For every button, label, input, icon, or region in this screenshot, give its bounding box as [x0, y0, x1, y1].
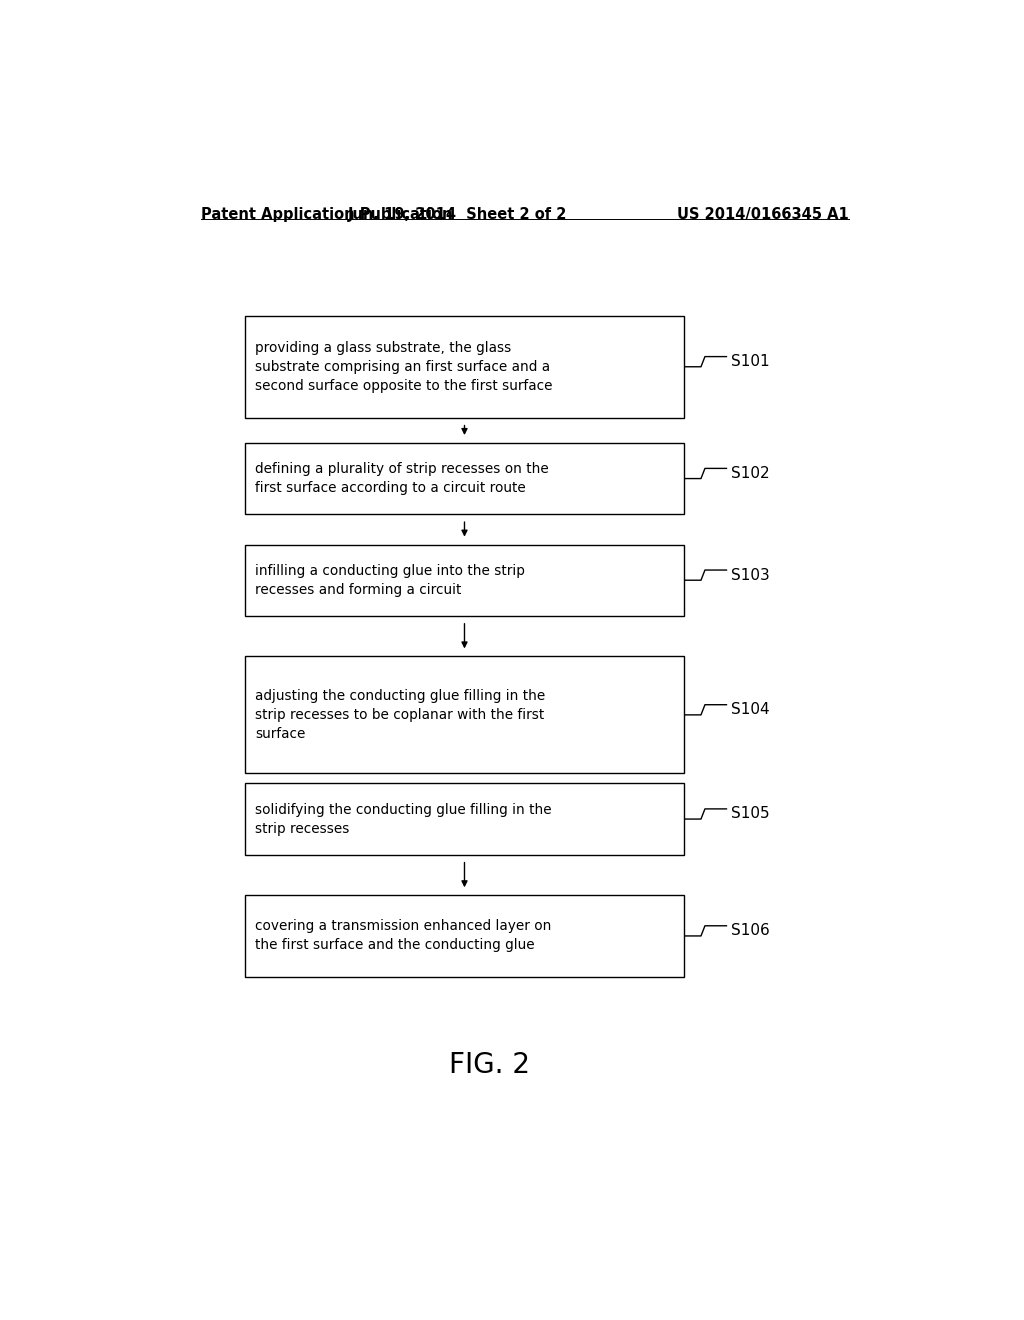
Text: S101: S101: [731, 354, 770, 370]
Bar: [246, 895, 684, 977]
Bar: [246, 444, 684, 515]
Text: infilling a conducting glue into the strip
recesses and forming a circuit: infilling a conducting glue into the str…: [255, 564, 525, 597]
Text: solidifying the conducting glue filling in the
strip recesses: solidifying the conducting glue filling …: [255, 803, 552, 836]
Text: S106: S106: [731, 924, 770, 939]
Bar: [246, 545, 684, 615]
Text: defining a plurality of strip recesses on the
first surface according to a circu: defining a plurality of strip recesses o…: [255, 462, 549, 495]
Text: Jun. 19, 2014  Sheet 2 of 2: Jun. 19, 2014 Sheet 2 of 2: [348, 207, 567, 222]
Text: Patent Application Publication: Patent Application Publication: [201, 207, 453, 222]
Text: covering a transmission enhanced layer on
the first surface and the conducting g: covering a transmission enhanced layer o…: [255, 920, 551, 953]
Text: adjusting the conducting glue filling in the
strip recesses to be coplanar with : adjusting the conducting glue filling in…: [255, 689, 545, 741]
Bar: [246, 315, 684, 417]
Bar: [246, 656, 684, 774]
Text: S102: S102: [731, 466, 770, 480]
Text: S105: S105: [731, 807, 770, 821]
Text: S103: S103: [731, 568, 770, 582]
Text: FIG. 2: FIG. 2: [449, 1051, 529, 1078]
Text: US 2014/0166345 A1: US 2014/0166345 A1: [677, 207, 849, 222]
Text: S104: S104: [731, 702, 770, 717]
Text: providing a glass substrate, the glass
substrate comprising an first surface and: providing a glass substrate, the glass s…: [255, 341, 553, 393]
Bar: [246, 784, 684, 854]
